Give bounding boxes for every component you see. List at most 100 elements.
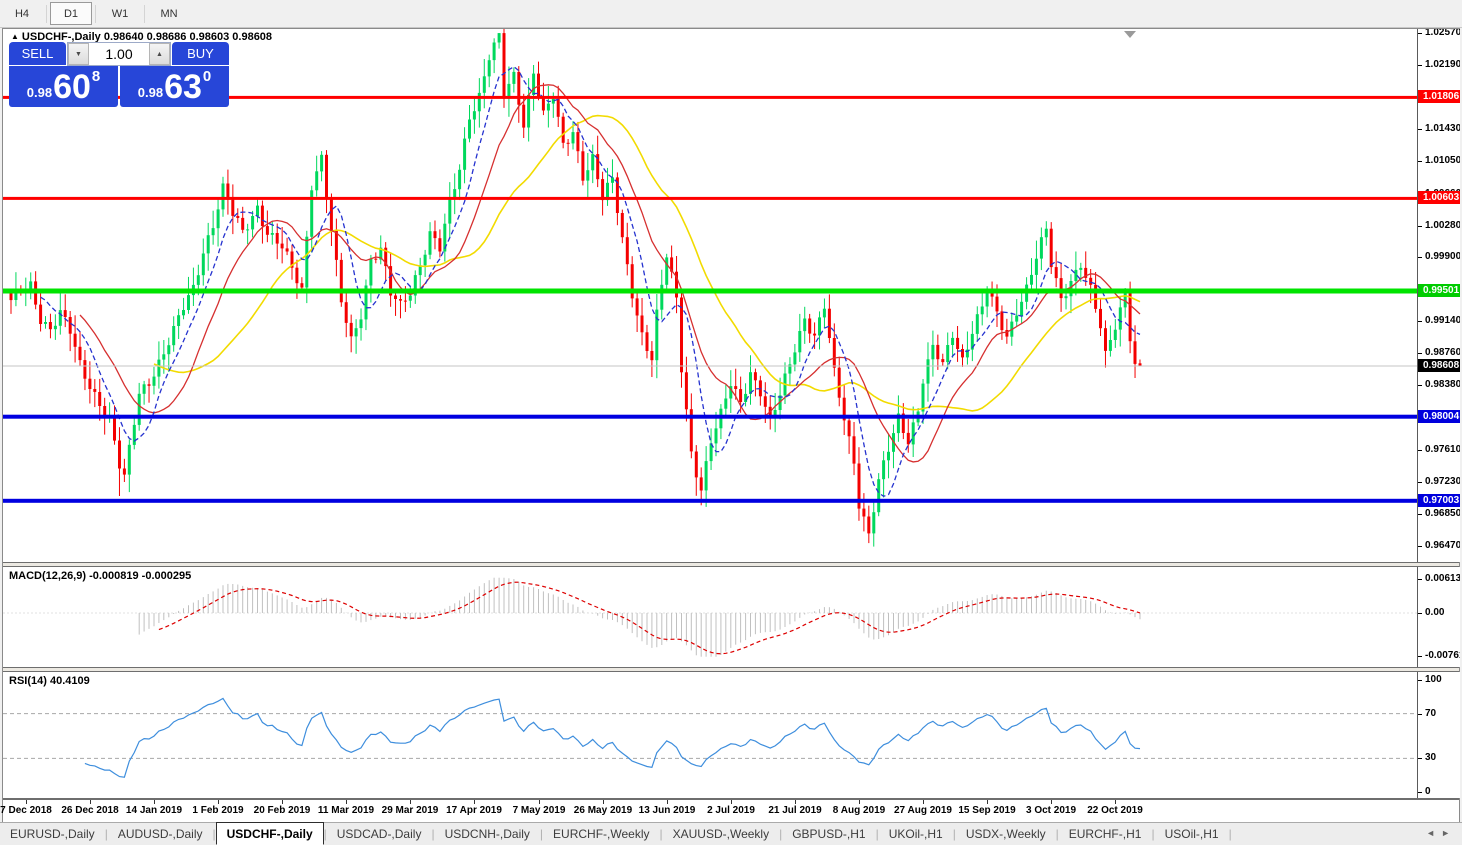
tab-usdcad-daily[interactable]: USDCAD-,Daily [336,827,422,841]
axis-tick-mark [1418,656,1422,657]
tab-scroll-arrows[interactable]: ◄► [1426,828,1456,838]
toolbar-separator [46,4,47,23]
tab-gbpusd-h1[interactable]: GBPUSD-,H1 [792,827,866,841]
tab-eurchf-h1[interactable]: EURCHF-,H1 [1068,827,1142,841]
tab-separator: | [952,827,956,841]
buy-price-prefix: 0.98 [137,85,164,100]
tab-usdx-weekly[interactable]: USDX-,Weekly [965,827,1046,841]
date-tick-mark [731,800,732,804]
price-tick-label: -0.007612 [1425,650,1460,661]
volume-decrease-icon[interactable]: ▼ [68,43,89,65]
buy-price-pip: 0 [202,68,212,85]
collapse-icon: ▲ [11,32,19,41]
macd-label: MACD(12,26,9) -0.000819 -0.000295 [9,570,192,582]
pane-splitter[interactable] [3,667,1459,672]
price-tick-label: 0.99900 [1425,251,1460,262]
time-axis[interactable]: 7 Dec 2018 26 Dec 2018 14 Jan 2019 1 Feb 20… [0,800,1459,823]
volume-input[interactable]: 1.00 [105,46,133,62]
price-tick-label: 70 [1425,708,1437,719]
sell-button[interactable]: SELL [9,42,66,66]
date-tick-mark [282,800,283,804]
timeframe-toolbar: H4 D1 W1 MN [0,0,1462,28]
date-tick-mark [987,800,988,804]
date-tick-mark [667,800,668,804]
date-tick-mark [26,800,27,804]
date-label: 7 May 2019 [512,805,566,816]
main-chart-pane[interactable]: ▲ USDCHF-,Daily 0.98640 0.98686 0.98603 0… [3,29,1417,562]
tab-separator: | [779,827,783,841]
date-label: 26 May 2019 [573,805,633,816]
toolbar-separator [144,4,145,23]
price-tick-label: 0.96470 [1425,540,1460,551]
date-tick-mark [218,800,219,804]
sell-price-big: 60 [53,68,91,106]
axis-tick-mark [1418,680,1422,681]
volume-box: ▼ 1.00 ▲ [67,42,171,66]
axis-tick-mark [1418,353,1422,354]
tab-xauusd-weekly[interactable]: XAUUSD-,Weekly [672,827,770,841]
timeframe-h4[interactable]: H4 [14,7,30,20]
tab-usoil-h1[interactable]: USOil-,H1 [1164,827,1219,841]
tab-separator: | [659,827,663,841]
price-tick-label: 0.00613 [1425,573,1460,584]
price-tick-label: 1.00280 [1425,220,1460,231]
price-axis[interactable]: 1.025701.021901.018101.014301.010501.006… [1417,29,1460,562]
axis-tick-mark [1418,613,1422,614]
tab-separator: | [212,827,216,841]
tab-ukoil-h1[interactable]: UKOil-,H1 [888,827,943,841]
axis-tick-mark [1418,514,1422,515]
one-click-trading-panel: SELL ▼ 1.00 ▲ BUY 0.98 60 8 0.98 63 0 [9,42,229,107]
date-label: 22 Oct 2019 [1087,805,1143,816]
date-tick-mark [346,800,347,804]
date-tick-mark [410,800,411,804]
tab-usdcnh-daily[interactable]: USDCNH-,Daily [444,827,530,841]
timeframe-d1[interactable]: D1 [50,2,92,25]
tab-separator: | [875,827,879,841]
price-tick-label: 0.99140 [1425,315,1460,326]
tab-audusd-daily[interactable]: AUDUSD-,Daily [117,827,203,841]
date-label: 21 Jul 2019 [768,805,822,816]
tab-usdchf-daily[interactable]: USDCHF-,Daily [215,821,324,845]
tab-eurchf-weekly[interactable]: EURCHF-,Weekly [553,827,650,841]
date-label: 7 Dec 2018 [0,805,52,816]
date-label: 14 Jan 2019 [125,805,183,816]
axis-tick-mark [1418,226,1422,227]
date-label: 13 Jun 2019 [638,805,696,816]
candlestick-chart[interactable] [3,29,1417,562]
symbol-tab-bar: EURUSD-,Daily | AUDUSD-,Daily | USDCHF-,Dail… [0,821,1462,845]
macd-pane: MACD(12,26,9) -0.000819 -0.000295 [3,567,1417,667]
volume-increase-icon[interactable]: ▲ [149,43,170,65]
date-label: 2 Jul 2019 [707,805,755,816]
date-label: 8 Aug 2019 [832,805,886,816]
date-tick-mark [1051,800,1052,804]
price-tick-label: 0.97230 [1425,476,1460,487]
ohlc-values: 0.98640 0.98686 0.98603 0.98608 [103,31,273,43]
sell-price-button[interactable]: 0.98 60 8 [9,66,118,107]
date-tick-mark [859,800,860,804]
price-tick-label: 0.96850 [1425,508,1460,519]
date-tick-mark [603,800,604,804]
tab-separator: | [1228,827,1232,841]
price-tick-label: 1.02190 [1425,59,1460,70]
price-tick-label: 100 [1425,674,1442,685]
date-tick-mark [1115,800,1116,804]
pane-divider [3,798,1459,800]
tab-separator: | [539,827,544,841]
tab-scroll-right-icon[interactable]: ► [1441,828,1456,838]
timeframe-w1[interactable]: W1 [111,7,129,20]
buy-button[interactable]: BUY [172,42,229,66]
date-tick-mark [474,800,475,804]
price-tick-label: 30 [1425,752,1437,763]
price-tick-label: 0.00 [1425,607,1445,618]
axis-tick-mark [1418,758,1422,759]
date-tick-mark [539,800,540,804]
price-tick-label: 1.01050 [1425,155,1460,166]
tab-eurusd-daily[interactable]: EURUSD-,Daily [10,827,95,841]
pane-splitter[interactable] [3,562,1459,567]
axis-tick-mark [1418,33,1422,34]
chart-window: ▲ USDCHF-,Daily 0.98640 0.98686 0.98603 0… [0,28,1460,823]
timeframe-mn[interactable]: MN [160,7,178,20]
buy-price-button[interactable]: 0.98 63 0 [120,66,229,107]
tab-separator: | [431,827,435,841]
tab-scroll-left-icon[interactable]: ◄ [1426,828,1442,838]
